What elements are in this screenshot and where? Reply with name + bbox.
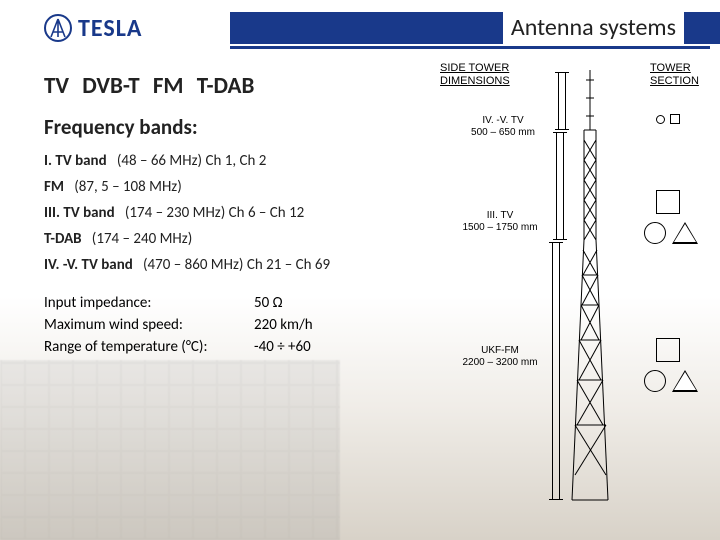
spec-temp-label: Range of temperature (°C):: [44, 338, 254, 356]
spec-impedance: Input impedance: 50 Ω: [44, 294, 474, 312]
band-1: I. TV band (48 – 66 MHz) Ch 1, Ch 2: [44, 152, 474, 170]
frequency-heading: Frequency bands:: [44, 114, 474, 140]
section-seg3-square-icon: [656, 338, 680, 362]
band-2: FM (87, 5 – 108 MHz): [44, 178, 474, 196]
band-3: III. TV band (174 – 230 MHz) Ch 6 – Ch 1…: [44, 204, 474, 222]
specifications: Input impedance: 50 Ω Maximum wind speed…: [44, 294, 474, 356]
section-seg2-circle-icon: [644, 222, 666, 244]
title-underline: [230, 46, 710, 49]
brand-name: TESLA: [78, 14, 142, 43]
page-title: Antenna systems: [503, 10, 684, 46]
seg1-range: 500 – 650 mm: [471, 127, 535, 138]
section-seg3-triangle-icon: [672, 370, 698, 392]
spec-wind: Maximum wind speed: 220 km/h: [44, 316, 474, 334]
section-seg2-triangle-icon: [672, 222, 698, 244]
spec-wind-label: Maximum wind speed:: [44, 316, 254, 334]
tower-diagram: SIDE TOWER DIMENSIONS TOWER SECTION: [460, 60, 710, 520]
dim-bar-seg3: [552, 242, 560, 500]
diagram-right-title: TOWER SECTION: [650, 62, 699, 88]
diagram-left-title: SIDE TOWER DIMENSIONS: [440, 62, 510, 88]
dim-bar-seg2: [556, 132, 564, 240]
band-3-detail: (174 – 230 MHz) Ch 6 – Ch 12: [125, 204, 304, 222]
background-photo: [0, 360, 340, 540]
seg3-range: 2200 – 3200 mm: [462, 357, 537, 368]
band-4-label: T-DAB: [44, 230, 82, 248]
band-1-label: I. TV band: [44, 152, 107, 170]
tesla-logo-icon: [44, 14, 72, 42]
systems-heading: TV DVB-T FM T-DAB: [44, 72, 474, 100]
seg3-name: UKF-FM: [481, 345, 519, 356]
band-5-label: IV. -V. TV band: [44, 256, 133, 274]
seg2-range: 1500 – 1750 mm: [462, 222, 537, 233]
band-1-detail: (48 – 66 MHz) Ch 1, Ch 2: [117, 152, 267, 170]
logo: TESLA: [0, 14, 230, 43]
section-seg1-square-icon: [670, 114, 680, 124]
seg1-name: IV. -V. TV: [482, 115, 523, 126]
band-5: IV. -V. TV band (470 – 860 MHz) Ch 21 – …: [44, 256, 474, 274]
spec-impedance-value: 50 Ω: [254, 294, 283, 312]
band-4: T-DAB (174 – 240 MHz): [44, 230, 474, 248]
band-3-label: III. TV band: [44, 204, 115, 222]
dim-bar-seg1: [558, 72, 566, 130]
section-seg1-circle-icon: [656, 115, 665, 124]
seg2-name: III. TV: [487, 210, 514, 221]
band-2-label: FM: [44, 178, 64, 196]
spec-wind-value: 220 km/h: [254, 316, 313, 334]
tower-drawing: [570, 70, 610, 510]
band-4-detail: (174 – 240 MHz): [92, 230, 192, 248]
title-bar: Antenna systems: [230, 12, 720, 44]
spec-temp-value: -40 ÷ +60: [254, 338, 311, 356]
band-5-detail: (470 – 860 MHz) Ch 21 – Ch 69: [143, 256, 330, 274]
seg1-caption: IV. -V. TV 500 – 650 mm: [460, 115, 546, 139]
spec-temp: Range of temperature (°C): -40 ÷ +60: [44, 338, 474, 356]
spec-impedance-label: Input impedance:: [44, 294, 254, 312]
seg3-caption: UKF-FM 2200 – 3200 mm: [452, 345, 548, 369]
section-seg2-square-icon: [656, 190, 680, 214]
header: TESLA Antenna systems: [0, 0, 720, 50]
band-2-detail: (87, 5 – 108 MHz): [74, 178, 182, 196]
section-seg3-circle-icon: [644, 370, 666, 392]
seg2-caption: III. TV 1500 – 1750 mm: [452, 210, 548, 234]
content: TV DVB-T FM T-DAB Frequency bands: I. TV…: [44, 66, 474, 360]
